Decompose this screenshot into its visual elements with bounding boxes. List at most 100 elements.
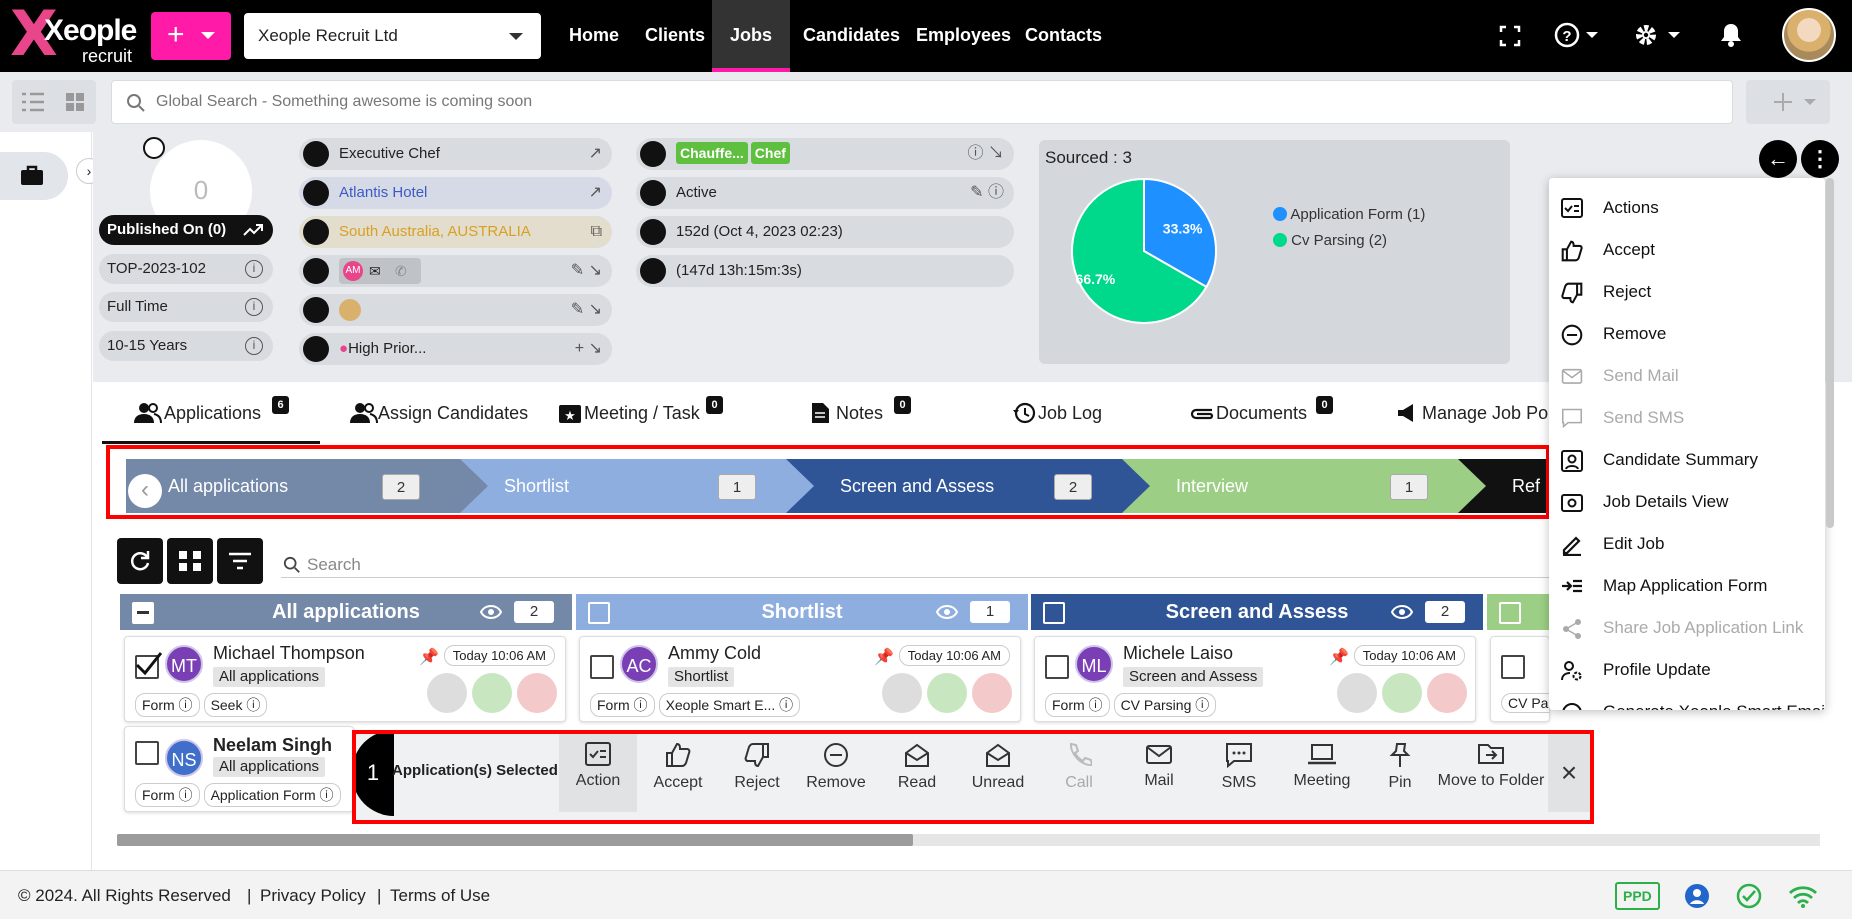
add-icon[interactable]: + ↘ bbox=[574, 340, 602, 357]
external-link-icon[interactable]: ⧉ bbox=[590, 223, 602, 240]
pie-slice[interactable] bbox=[1071, 177, 1208, 324]
stage-label[interactable]: Interview bbox=[1176, 476, 1249, 496]
back-button[interactable]: ← bbox=[1759, 140, 1797, 178]
document-icon[interactable] bbox=[882, 673, 922, 713]
card-checkbox[interactable] bbox=[135, 741, 159, 765]
gear-icon[interactable] bbox=[1632, 20, 1682, 50]
thumbs-down-icon[interactable] bbox=[517, 673, 557, 713]
edit-icon[interactable]: ✎ ↘ bbox=[570, 301, 602, 318]
candidate-name[interactable]: Ammy Cold bbox=[668, 643, 762, 663]
info-icon[interactable]: i bbox=[245, 337, 263, 355]
add-record-button[interactable] bbox=[1746, 80, 1830, 124]
pie-slice[interactable] bbox=[1143, 177, 1217, 289]
tab-meeting-task[interactable]: ★ Meeting / Task 0 bbox=[558, 382, 728, 444]
pin-icon[interactable]: 📌 bbox=[1329, 649, 1349, 666]
application-card[interactable]: AC Ammy Cold Shortlist 📌 Today 10:06 AM … bbox=[579, 636, 1021, 722]
menu-item-share-job-link[interactable]: Share Job Application Link bbox=[1561, 608, 1803, 648]
candidate-avatar[interactable]: MT bbox=[165, 645, 203, 683]
bulk-accept-button[interactable]: Accept bbox=[642, 734, 714, 812]
document-icon[interactable] bbox=[427, 673, 467, 713]
info-icon[interactable]: ⓘ ↘ bbox=[967, 145, 1004, 162]
xeople-logo[interactable]: X Xeople recruit bbox=[10, 3, 140, 68]
candidate-avatar[interactable]: ML bbox=[1075, 645, 1113, 683]
ppd-badge[interactable]: PPD bbox=[1615, 882, 1660, 910]
quick-add-button[interactable]: + bbox=[151, 12, 231, 60]
menu-item-profile-update[interactable]: Profile Update bbox=[1561, 650, 1711, 690]
user-avatar[interactable] bbox=[1782, 8, 1836, 62]
bulk-meeting-button[interactable]: Meeting bbox=[1280, 734, 1364, 812]
global-search-input[interactable]: Global Search - Something awesome is com… bbox=[111, 80, 1733, 124]
bulk-move-folder-button[interactable]: Move to Folder bbox=[1436, 734, 1546, 812]
user-circle-icon[interactable] bbox=[1684, 883, 1710, 909]
candidate-name[interactable]: Michael Thompson bbox=[213, 643, 365, 663]
tab-job-log[interactable]: Job Log bbox=[1012, 382, 1122, 444]
close-selection-button[interactable]: × bbox=[1548, 734, 1590, 812]
thumbs-up-icon[interactable] bbox=[927, 673, 967, 713]
stage-arrow[interactable] bbox=[1458, 459, 1556, 513]
application-card[interactable]: MT Michael Thompson All applications 📌 T… bbox=[124, 636, 566, 722]
menu-item-edit-job[interactable]: Edit Job bbox=[1561, 524, 1664, 564]
bulk-sms-button[interactable]: SMS bbox=[1202, 734, 1276, 812]
tab-assign-candidates[interactable]: Assign Candidates bbox=[350, 382, 550, 444]
skill-tag[interactable]: Chef bbox=[750, 142, 790, 164]
card-checkbox[interactable] bbox=[135, 652, 163, 679]
thumbs-up-icon[interactable] bbox=[1382, 673, 1422, 713]
menu-item-job-details-view[interactable]: Job Details View bbox=[1561, 482, 1728, 522]
column-select-checkbox[interactable] bbox=[1043, 602, 1065, 624]
open-link-icon[interactable]: ↗ bbox=[588, 145, 602, 162]
stage-label[interactable]: All applications bbox=[168, 476, 289, 496]
menu-item-send-mail[interactable]: Send Mail bbox=[1561, 356, 1679, 396]
tab-manage-job-portals[interactable]: Manage Job Po bbox=[1396, 382, 1556, 444]
board-scroll-thumb[interactable] bbox=[117, 834, 913, 846]
client-field[interactable]: Atlantis Hotel ↗ bbox=[299, 177, 612, 209]
nav-jobs[interactable]: Jobs bbox=[712, 0, 791, 72]
company-select[interactable]: Xeople Recruit Ltd bbox=[244, 13, 541, 59]
nav-employees[interactable]: Employees bbox=[916, 25, 1012, 45]
filter-button[interactable] bbox=[217, 538, 263, 584]
bulk-unread-button[interactable]: Unread bbox=[960, 734, 1036, 812]
tab-notes[interactable]: Notes 0 bbox=[810, 382, 920, 444]
bulk-reject-button[interactable]: Reject bbox=[722, 734, 792, 812]
menu-item-map-application-form[interactable]: Map Application Form bbox=[1561, 566, 1767, 606]
column-select-checkbox[interactable] bbox=[588, 602, 610, 624]
help-icon[interactable]: ? bbox=[1554, 20, 1600, 50]
privacy-link[interactable]: Privacy Policy bbox=[260, 886, 366, 905]
bulk-call-button[interactable]: Call bbox=[1042, 734, 1116, 812]
candidate-avatar[interactable]: AC bbox=[620, 645, 658, 683]
nav-candidates[interactable]: Candidates bbox=[803, 25, 901, 45]
application-card[interactable]: ML Michele Laiso Screen and Assess 📌 Tod… bbox=[1034, 636, 1476, 722]
info-icon[interactable]: i bbox=[245, 298, 263, 316]
recruiter-avatar[interactable] bbox=[339, 299, 361, 322]
view-toggle[interactable] bbox=[12, 80, 96, 124]
application-card-partial[interactable]: CV Par bbox=[1490, 636, 1550, 722]
bulk-mail-button[interactable]: Mail bbox=[1122, 734, 1196, 812]
stage-label[interactable]: Shortlist bbox=[504, 476, 570, 496]
pin-icon[interactable]: 📌 bbox=[419, 649, 439, 666]
mail-icon[interactable]: ✉ bbox=[369, 263, 381, 280]
menu-item-reject[interactable]: Reject bbox=[1561, 272, 1651, 312]
fullscreen-icon[interactable] bbox=[1498, 24, 1522, 48]
client-name[interactable]: Atlantis Hotel bbox=[339, 184, 428, 201]
column-select-checkbox[interactable] bbox=[132, 602, 154, 624]
published-pill[interactable]: Published On (0) bbox=[99, 215, 273, 245]
hierarchy-view-button[interactable] bbox=[167, 538, 213, 584]
menu-scrollbar[interactable] bbox=[1826, 178, 1834, 528]
thumbs-down-icon[interactable] bbox=[1427, 673, 1467, 713]
bulk-action-button[interactable]: Action bbox=[559, 734, 637, 812]
location-field[interactable]: South Australia, AUSTRALIA ⧉ bbox=[299, 216, 612, 248]
menu-item-generate-smart-email[interactable]: Generate Xeople Smart Email bbox=[1561, 692, 1825, 710]
skill-tag[interactable]: Chauffe... bbox=[676, 142, 748, 164]
edit-icon[interactable]: ✎ ↘ bbox=[570, 262, 602, 279]
open-link-icon[interactable]: ↗ bbox=[588, 184, 602, 201]
document-icon[interactable] bbox=[1337, 673, 1377, 713]
nav-clients[interactable]: Clients bbox=[645, 25, 706, 45]
bulk-pin-button[interactable]: Pin bbox=[1368, 734, 1432, 812]
job-title-field[interactable]: Executive Chef ↗ bbox=[299, 138, 612, 170]
terms-link[interactable]: Terms of Use bbox=[390, 886, 491, 905]
menu-item-accept[interactable]: Accept bbox=[1561, 230, 1655, 270]
card-checkbox[interactable] bbox=[590, 655, 614, 679]
candidate-avatar[interactable]: NS bbox=[165, 739, 203, 777]
menu-item-send-sms[interactable]: Send SMS bbox=[1561, 398, 1684, 438]
phone-icon[interactable]: ✆ bbox=[395, 263, 407, 280]
column-select-checkbox[interactable] bbox=[1499, 602, 1521, 624]
